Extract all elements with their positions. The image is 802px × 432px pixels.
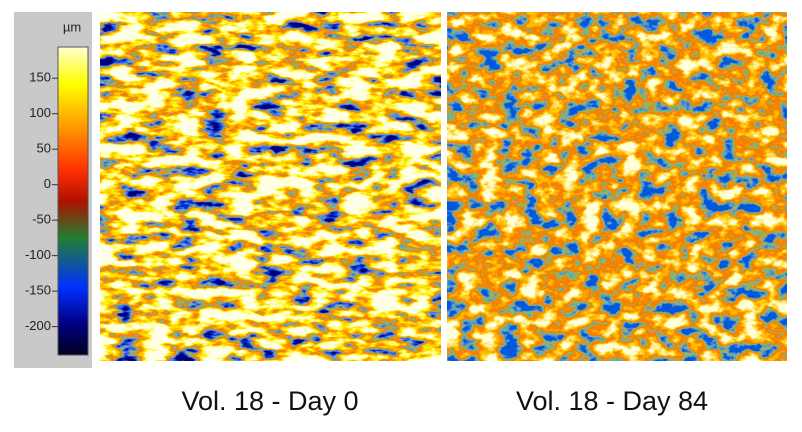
tick-label: -150 <box>25 283 51 298</box>
tick-label: 100 <box>29 105 51 120</box>
tick-label: 0 <box>44 176 51 191</box>
tick-label: -50 <box>32 212 51 227</box>
colorbar-ticks: 150 100 50 0 -50 -100 -150 -200 <box>25 70 58 333</box>
tick-label: 150 <box>29 70 51 85</box>
caption: Vol. 18 - Day 0 <box>181 386 358 416</box>
tick-label: -200 <box>25 318 51 333</box>
caption: Vol. 18 - Day 84 <box>516 386 708 416</box>
heatmap-day84 <box>447 12 787 361</box>
tick-label: 50 <box>37 141 51 156</box>
tick-label: -100 <box>25 247 51 262</box>
colorbar <box>57 46 89 356</box>
colorbar-unit: µm <box>63 19 81 34</box>
heatmap-day0 <box>100 12 441 361</box>
